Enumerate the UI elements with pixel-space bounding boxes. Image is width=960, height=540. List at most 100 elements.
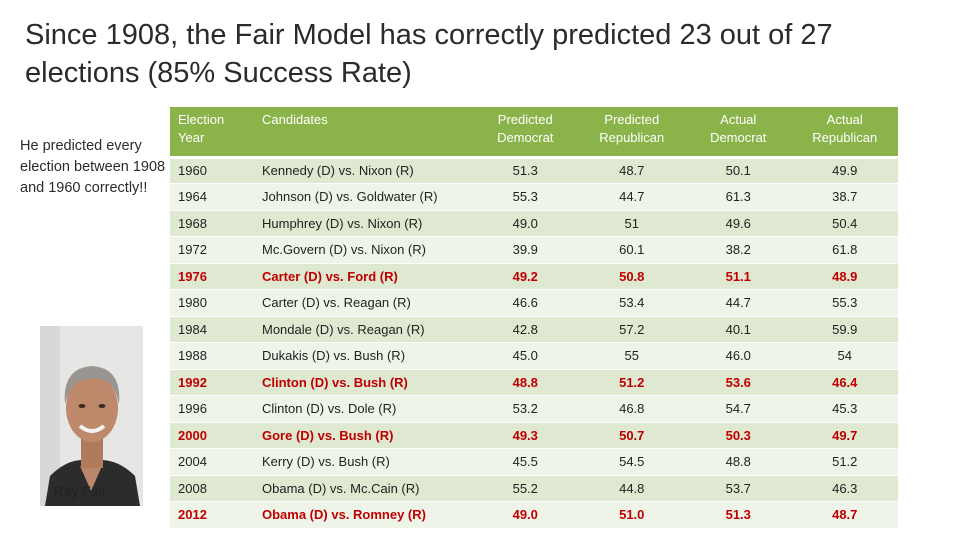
- cell-predicted-republican: 55: [578, 342, 685, 370]
- cell-predicted-republican: 51.2: [578, 369, 685, 396]
- cell-predicted-republican: 48.7: [578, 157, 685, 184]
- cell-year: 1996: [170, 395, 254, 423]
- cell-actual-republican: 45.3: [791, 395, 898, 423]
- cell-actual-republican: 49.7: [791, 422, 898, 449]
- table-row: 1972 Mc.Govern (D) vs. Nixon (R) 39.9 60.1 3…: [170, 236, 898, 264]
- table-row: 2012 Obama (D) vs. Romney (R) 49.0 51.0 51.3…: [170, 501, 898, 529]
- table-row: 2008 Obama (D) vs. Mc.Cain (R) 55.2 44.8 53.…: [170, 475, 898, 502]
- cell-candidates: Carter (D) vs. Ford (R): [254, 263, 472, 290]
- cell-candidates: Kennedy (D) vs. Nixon (R): [254, 157, 472, 184]
- cell-actual-democrat: 44.7: [685, 289, 792, 317]
- cell-actual-republican: 51.2: [791, 448, 898, 476]
- cell-actual-republican: 46.4: [791, 369, 898, 396]
- election-predictions-table: Election Year Candidates Predicted Democ…: [170, 107, 898, 529]
- cell-actual-republican: 59.9: [791, 316, 898, 343]
- cell-candidates: Mc.Govern (D) vs. Nixon (R): [254, 236, 472, 264]
- cell-predicted-republican: 46.8: [578, 395, 685, 423]
- cell-predicted-democrat: 42.8: [472, 316, 579, 343]
- cell-actual-democrat: 46.0: [685, 342, 792, 370]
- cell-candidates: Clinton (D) vs. Dole (R): [254, 395, 472, 423]
- cell-year: 1972: [170, 236, 254, 264]
- cell-predicted-democrat: 55.2: [472, 475, 579, 502]
- table-row: 1988 Dukakis (D) vs. Bush (R) 45.0 55 46.0 54: [170, 342, 898, 370]
- portrait-image: [40, 326, 143, 506]
- table-row: 1960 Kennedy (D) vs. Nixon (R) 51.3 48.7 50.…: [170, 157, 898, 184]
- cell-year: 1976: [170, 263, 254, 290]
- slide-title: Since 1908, the Fair Model has correctly…: [25, 19, 833, 89]
- cell-predicted-republican: 57.2: [578, 316, 685, 343]
- cell-predicted-democrat: 49.2: [472, 263, 579, 290]
- table-row: 1976 Carter (D) vs. Ford (R) 49.2 50.8 51.1 4…: [170, 263, 898, 290]
- header-actual-republican: Actual Republican: [791, 107, 898, 159]
- cell-candidates: Gore (D) vs. Bush (R): [254, 422, 472, 449]
- cell-actual-democrat: 53.7: [685, 475, 792, 502]
- cell-actual-democrat: 50.3: [685, 422, 792, 449]
- cell-predicted-republican: 54.5: [578, 448, 685, 476]
- cell-year: 2008: [170, 475, 254, 502]
- cell-actual-republican: 49.9: [791, 157, 898, 184]
- cell-actual-democrat: 38.2: [685, 236, 792, 264]
- cell-predicted-democrat: 51.3: [472, 157, 579, 184]
- photo-caption: Ray Fair: [53, 483, 107, 499]
- table-row: 1996 Clinton (D) vs. Dole (R) 53.2 46.8 54.7…: [170, 395, 898, 423]
- cell-actual-republican: 61.8: [791, 236, 898, 264]
- table-row: 1992 Clinton (D) vs. Bush (R) 48.8 51.2 53.6…: [170, 369, 898, 396]
- cell-predicted-democrat: 55.3: [472, 183, 579, 211]
- cell-actual-democrat: 49.6: [685, 210, 792, 237]
- table-row: 1980 Carter (D) vs. Reagan (R) 46.6 53.4 44.…: [170, 289, 898, 317]
- cell-predicted-republican: 50.7: [578, 422, 685, 449]
- cell-year: 1964: [170, 183, 254, 211]
- cell-actual-republican: 54: [791, 342, 898, 370]
- cell-predicted-republican: 53.4: [578, 289, 685, 317]
- cell-actual-democrat: 61.3: [685, 183, 792, 211]
- header-predicted-republican: Predicted Republican: [578, 107, 685, 159]
- cell-actual-democrat: 51.3: [685, 501, 792, 529]
- cell-predicted-democrat: 48.8: [472, 369, 579, 396]
- ray-fair-photo: [40, 326, 143, 506]
- cell-predicted-republican: 51: [578, 210, 685, 237]
- cell-actual-republican: 48.9: [791, 263, 898, 290]
- cell-year: 1992: [170, 369, 254, 396]
- cell-predicted-democrat: 45.0: [472, 342, 579, 370]
- cell-predicted-democrat: 46.6: [472, 289, 579, 317]
- cell-predicted-democrat: 49.0: [472, 501, 579, 529]
- cell-actual-republican: 46.3: [791, 475, 898, 502]
- cell-year: 1960: [170, 157, 254, 184]
- cell-actual-democrat: 50.1: [685, 157, 792, 184]
- header-election-year: Election Year: [170, 107, 254, 159]
- cell-predicted-republican: 50.8: [578, 263, 685, 290]
- cell-candidates: Obama (D) vs. Mc.Cain (R): [254, 475, 472, 502]
- cell-year: 2000: [170, 422, 254, 449]
- cell-year: 1968: [170, 210, 254, 237]
- cell-year: 2012: [170, 501, 254, 529]
- cell-year: 1980: [170, 289, 254, 317]
- cell-actual-republican: 48.7: [791, 501, 898, 529]
- table-header-row: Election Year Candidates Predicted Democ…: [170, 107, 898, 159]
- cell-candidates: Dukakis (D) vs. Bush (R): [254, 342, 472, 370]
- cell-predicted-democrat: 45.5: [472, 448, 579, 476]
- cell-candidates: Humphrey (D) vs. Nixon (R): [254, 210, 472, 237]
- cell-candidates: Carter (D) vs. Reagan (R): [254, 289, 472, 317]
- cell-predicted-democrat: 39.9: [472, 236, 579, 264]
- cell-predicted-democrat: 53.2: [472, 395, 579, 423]
- cell-candidates: Obama (D) vs. Romney (R): [254, 501, 472, 529]
- cell-actual-democrat: 40.1: [685, 316, 792, 343]
- header-candidates: Candidates: [254, 107, 472, 159]
- cell-predicted-republican: 60.1: [578, 236, 685, 264]
- cell-year: 2004: [170, 448, 254, 476]
- cell-predicted-republican: 51.0: [578, 501, 685, 529]
- cell-predicted-republican: 44.7: [578, 183, 685, 211]
- side-note: He predicted every election between 1908…: [20, 138, 166, 196]
- cell-year: 1988: [170, 342, 254, 370]
- cell-actual-democrat: 54.7: [685, 395, 792, 423]
- table-row: 2000 Gore (D) vs. Bush (R) 49.3 50.7 50.3 49.…: [170, 422, 898, 449]
- cell-predicted-democrat: 49.3: [472, 422, 579, 449]
- header-predicted-democrat: Predicted Democrat: [472, 107, 579, 159]
- cell-candidates: Clinton (D) vs. Bush (R): [254, 369, 472, 396]
- cell-actual-democrat: 53.6: [685, 369, 792, 396]
- table-row: 2004 Kerry (D) vs. Bush (R) 45.5 54.5 48.8 51…: [170, 448, 898, 476]
- cell-candidates: Mondale (D) vs. Reagan (R): [254, 316, 472, 343]
- cell-candidates: Johnson (D) vs. Goldwater (R): [254, 183, 472, 211]
- cell-actual-democrat: 48.8: [685, 448, 792, 476]
- cell-year: 1984: [170, 316, 254, 343]
